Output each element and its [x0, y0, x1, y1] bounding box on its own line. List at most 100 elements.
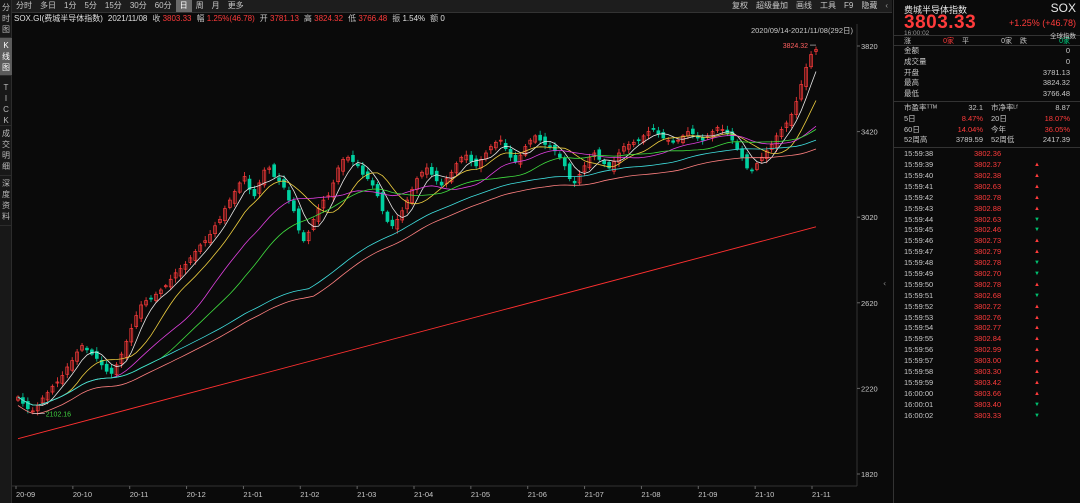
tick-price: 3802.72: [974, 301, 1002, 311]
low-value: 3766.48: [358, 14, 388, 23]
period-button-15min[interactable]: 15分: [104, 1, 122, 10]
candle-body: [646, 131, 651, 136]
candle-body: [75, 351, 79, 362]
tick-row: 15:59:39 3802.37 ▲: [894, 160, 1080, 171]
tick-time: 15:59:58: [904, 366, 934, 376]
candle-body: [582, 165, 587, 173]
candle-body: [149, 297, 153, 300]
candle-body: [759, 156, 764, 161]
candle-body: [405, 199, 409, 210]
tab-depth-info[interactable]: 深 度 资 料: [0, 176, 12, 226]
period-button-30min[interactable]: 30分: [129, 1, 147, 10]
adjust-button[interactable]: 复权: [731, 1, 748, 10]
up-arrow-icon: ▲: [1034, 205, 1040, 212]
candle-body: [341, 159, 345, 172]
hide-arrow-icon[interactable]: ‹: [885, 1, 888, 10]
y-tick-label: 2220: [861, 384, 878, 393]
tick-time: 15:59:53: [904, 312, 934, 322]
global-index-link[interactable]: 全球指数: [1050, 33, 1076, 40]
stat-label: 市净率ᴸᶠ: [991, 102, 1018, 112]
tick-price: 3802.78: [974, 258, 1002, 268]
tick-price: 3802.88: [974, 203, 1002, 213]
period-button-week[interactable]: 周: [195, 1, 204, 10]
kline-chart[interactable]: 3820 3420 3020 2620 2220 1820 20-09 20-10 20-11 2…: [12, 24, 892, 503]
candle-body: [287, 190, 291, 201]
close-label: 收: [152, 14, 161, 23]
period-button-timeshare[interactable]: 分时: [16, 1, 32, 10]
amplitude-value: 1.54%: [402, 14, 426, 23]
candle-body: [154, 293, 158, 301]
candle-body: [543, 136, 547, 145]
candle-body: [661, 132, 666, 139]
period-button-multiday[interactable]: 多日: [40, 1, 56, 10]
tick-row: 15:59:49 3802.70 ▼: [894, 269, 1080, 280]
down-arrow-icon: ▼: [1034, 292, 1040, 299]
candle-body: [242, 176, 247, 182]
x-tick-label: 20-11: [130, 490, 149, 499]
tick-list[interactable]: 15:59:38 3802.36 15:59:39 3802.37 ▲ 15:59:40 3…: [894, 149, 1080, 421]
candle-body: [666, 139, 671, 142]
up-arrow-icon: ▲: [1034, 379, 1040, 386]
f9-button[interactable]: F9: [843, 1, 854, 10]
tick-row: 15:59:54 3802.77 ▲: [894, 323, 1080, 334]
tab-timeshare[interactable]: 分 时 图: [0, 0, 12, 38]
tick-price: 3802.84: [974, 334, 1002, 344]
down-arrow-icon: ▼: [1034, 401, 1040, 408]
tick-row: 16:00:01 3803.40 ▼: [894, 400, 1080, 411]
period-button-1min[interactable]: 1分: [64, 1, 77, 10]
tick-time: 15:59:48: [904, 258, 934, 268]
period-button-60min[interactable]: 60分: [154, 1, 172, 10]
date-range-label: 2020/09/14-2021/11/08(292日): [751, 26, 854, 35]
quote-info-bar: SOX.GI(费城半导体指数) 2021/11/08 收 3803.33 幅 1…: [12, 13, 892, 24]
candle-body: [597, 149, 602, 160]
candle-body: [139, 304, 143, 319]
draw-line-button[interactable]: 画线: [795, 1, 812, 10]
up-arrow-icon: ▲: [1034, 325, 1040, 332]
tick-time: 16:00:02: [904, 410, 934, 420]
candle-body: [745, 154, 749, 169]
tab-kline[interactable]: K 线 图: [0, 38, 12, 76]
tick-row: 15:59:57 3803.00 ▲: [894, 356, 1080, 367]
x-tick-label: 21-08: [641, 490, 660, 499]
amount-value: 0: [440, 14, 445, 23]
period-button-month[interactable]: 月: [211, 1, 220, 10]
tools-button[interactable]: 工具: [819, 1, 836, 10]
overlay-button[interactable]: 超级叠加: [755, 1, 788, 10]
candle-body: [257, 182, 262, 194]
tick-row: 15:59:53 3802.76 ▲: [894, 313, 1080, 324]
candle-body: [159, 289, 163, 294]
stat-returns-long: 60日 14.04% 今年 36.05%: [894, 125, 1080, 136]
candle-body: [223, 208, 227, 221]
candle-body: [602, 160, 607, 165]
tick-time: 15:59:47: [904, 247, 934, 257]
candle-body: [178, 268, 183, 277]
candle-body: [548, 145, 552, 148]
tick-time: 16:00:00: [904, 388, 934, 398]
x-tick-label: 21-01: [243, 490, 262, 499]
tick-row: 15:59:45 3802.46 ▼: [894, 225, 1080, 236]
stat-low: 最低 3766.48: [894, 89, 1080, 100]
candle-body: [292, 200, 296, 212]
candle-body: [360, 165, 365, 175]
tab-tick[interactable]: T I C K: [0, 76, 12, 126]
candle-body: [55, 381, 60, 384]
tick-price: 3802.78: [974, 192, 1002, 202]
hide-button[interactable]: 隐藏: [861, 1, 878, 10]
tick-price: 3802.70: [974, 268, 1002, 278]
stat-label: 市盈率ᵀᵀᴹ: [904, 102, 937, 112]
tab-trade-details[interactable]: 成 交 明 细: [0, 126, 12, 176]
period-button-more[interactable]: 更多: [227, 1, 244, 10]
price-change: +1.25% (+46.78): [1008, 18, 1076, 28]
index-name: 费城半导体指数: [904, 5, 968, 15]
tick-row: 15:59:43 3802.88 ▲: [894, 204, 1080, 215]
tick-time: 15:59:38: [904, 149, 934, 159]
y-tick-label: 2620: [861, 299, 878, 308]
open-value: 3781.13: [270, 14, 299, 23]
period-button-day[interactable]: 日: [175, 0, 192, 12]
y-tick-label: 3820: [861, 42, 878, 51]
candle-body: [498, 139, 503, 142]
candle-body: [626, 144, 631, 150]
period-button-5min[interactable]: 5分: [84, 1, 97, 10]
candle-body: [395, 218, 400, 230]
